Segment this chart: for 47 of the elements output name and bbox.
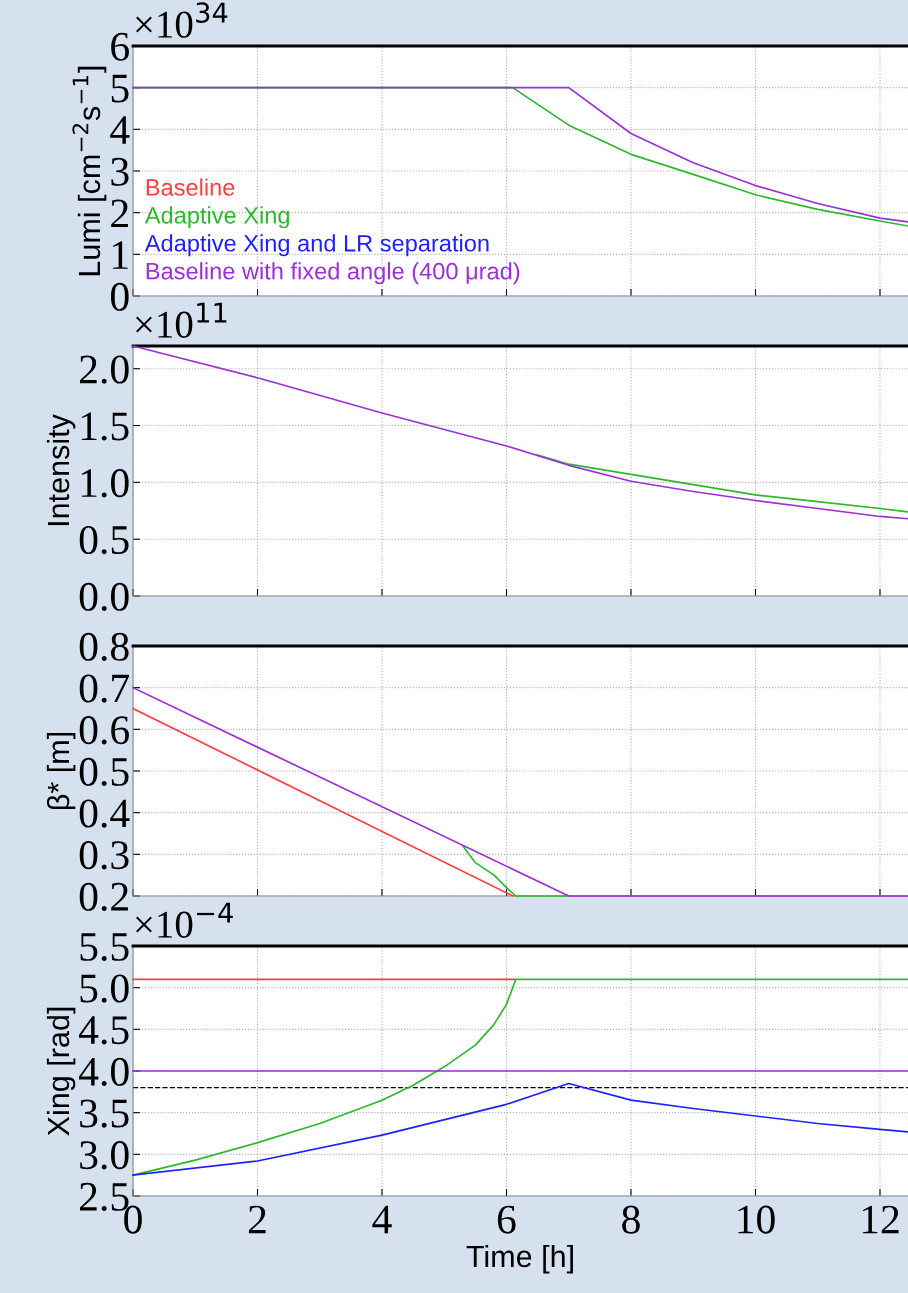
y-tick-label: 1 [113, 241, 128, 269]
y-tick-label: 4 [110, 116, 130, 144]
y-tick-label: 0.0 [79, 582, 129, 612]
y-tick-label: 0.2 [79, 882, 128, 912]
text: ×10$^{34}$ [136, 2, 228, 38]
x-tick-label: 6 [497, 1205, 516, 1234]
y-tick-label: 1.0 [81, 469, 129, 498]
x-tick-label: 4 [372, 1205, 392, 1234]
y-tick-label: 0.8 [79, 632, 129, 662]
x-tick-label: 10 [738, 1205, 775, 1234]
y-tick-label: 2 [111, 199, 128, 228]
y-tick-label: 5.0 [80, 974, 129, 1003]
line-series [462, 845, 570, 897]
x-tick-label: 2 [248, 1205, 266, 1234]
y-axis-title: β* [m] [46, 732, 76, 810]
y-tick-label: 0.3 [79, 841, 129, 870]
y-tick-label: 3 [111, 157, 129, 186]
y-axis-title: Lumi [cm$^{−2}$s$^{−1}$] [72, 66, 107, 276]
y-tick-label: 2.0 [79, 355, 129, 384]
x-tick-label: 12 [862, 1205, 899, 1234]
y-tick-label: 0 [110, 282, 129, 311]
y-tick-label: 0.7 [79, 674, 130, 703]
y-tick-label: 0.5 [79, 757, 129, 787]
y-axis-title: Xing [rad] [46, 1007, 76, 1136]
y-tick-label: 4.0 [78, 1057, 129, 1087]
y-tick-label: 3.0 [80, 1141, 129, 1170]
legend-label: Adaptive Xing and LR separation [144, 234, 489, 257]
y-tick-label: 3.5 [80, 1099, 129, 1128]
text: Baseline with fixed angle (400 μrad) [146, 262, 520, 285]
y-tick-label: 5.5 [80, 933, 129, 962]
y-tick-label: 0.5 [79, 525, 129, 555]
x-tick-label: 8 [622, 1205, 640, 1234]
y-tick-label: 6 [111, 32, 129, 61]
line-series [132, 345, 908, 520]
line-series [536, 454, 908, 513]
y-tick-label: 1.5 [81, 412, 129, 441]
y-tick-label: 0.4 [79, 799, 130, 828]
y-tick-label: 0.6 [79, 716, 129, 745]
line-series [132, 1082, 908, 1177]
y-tick-label: 4.5 [78, 1016, 129, 1045]
text: ×10$^{11}$ [136, 302, 227, 338]
text: ×10$^{−4}$ [136, 902, 233, 938]
x-axis-title: Time [h] [466, 1244, 573, 1274]
y-axis-title: Intensity [46, 414, 76, 526]
text: Adaptive Xing [144, 206, 289, 229]
y-tick-label: 5 [111, 74, 129, 103]
legend-label: Baseline [146, 178, 235, 196]
